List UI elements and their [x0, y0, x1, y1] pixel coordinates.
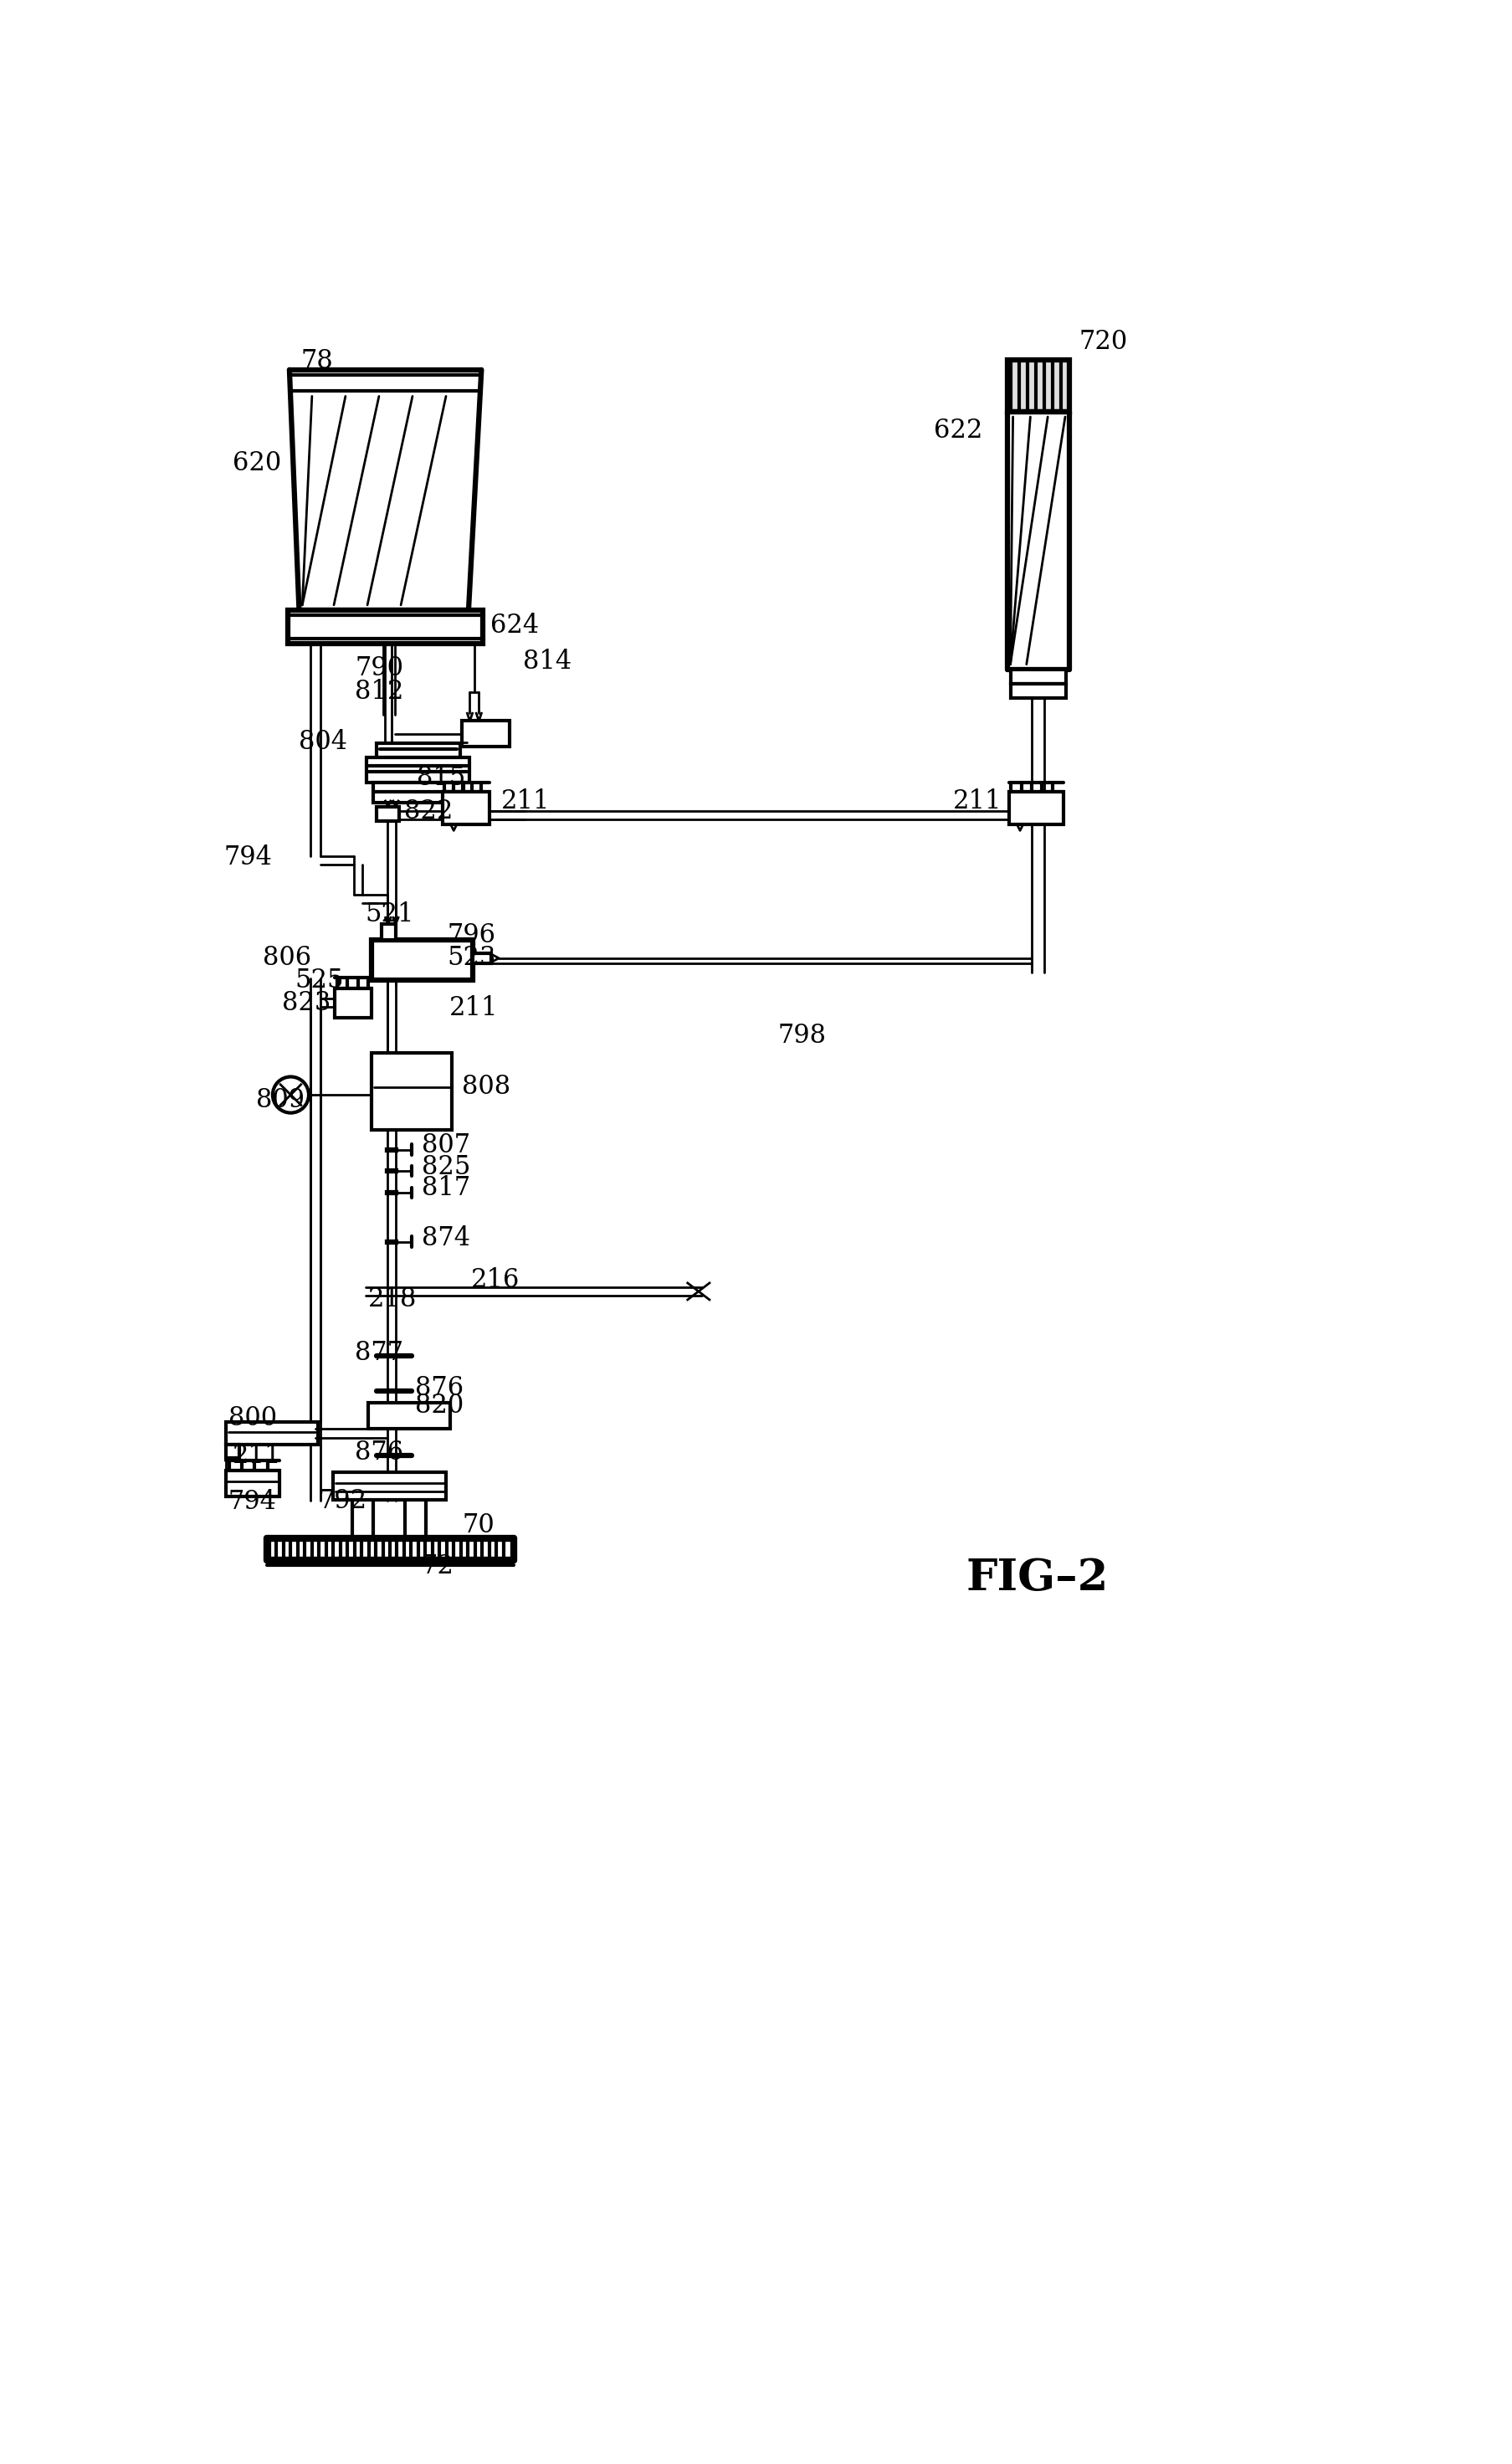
Bar — [376, 744, 460, 759]
Text: 794: 794 — [224, 845, 272, 870]
Text: 720: 720 — [1078, 330, 1128, 355]
Text: 211: 211 — [500, 788, 550, 816]
Text: 211: 211 — [449, 995, 497, 1020]
Bar — [372, 1052, 452, 1131]
Text: 814: 814 — [523, 648, 572, 675]
Bar — [372, 941, 473, 981]
Text: 876: 876 — [355, 1439, 404, 1466]
Text: 796: 796 — [448, 922, 496, 949]
Text: 790: 790 — [355, 655, 404, 680]
Bar — [227, 1444, 239, 1459]
Bar — [1012, 683, 1066, 697]
Bar — [334, 988, 372, 1018]
Text: 820: 820 — [416, 1392, 464, 1419]
Bar — [289, 611, 482, 643]
Bar — [1009, 360, 1069, 411]
Bar — [381, 924, 396, 941]
Text: 521: 521 — [366, 902, 414, 926]
Text: 815: 815 — [417, 764, 466, 791]
Text: 72: 72 — [422, 1555, 454, 1579]
Text: 817: 817 — [422, 1175, 470, 1202]
Text: 808: 808 — [463, 1074, 511, 1099]
Bar — [373, 781, 463, 803]
Text: 622: 622 — [934, 419, 983, 444]
Bar — [367, 759, 470, 781]
Text: 877: 877 — [355, 1340, 404, 1365]
Bar — [367, 1402, 451, 1429]
Text: 804: 804 — [299, 729, 348, 754]
Text: 822: 822 — [404, 798, 454, 825]
Text: 874: 874 — [422, 1225, 470, 1252]
Bar — [443, 791, 490, 823]
Bar — [227, 1471, 280, 1496]
Text: 809: 809 — [256, 1087, 304, 1114]
Bar — [333, 1471, 446, 1501]
Text: 823: 823 — [281, 991, 331, 1015]
Text: 624: 624 — [490, 614, 540, 638]
Text: 806: 806 — [263, 946, 311, 971]
Bar — [473, 954, 491, 963]
Text: 525: 525 — [295, 968, 343, 993]
Bar — [1012, 670, 1066, 683]
Bar — [227, 1422, 318, 1444]
Text: 800: 800 — [228, 1404, 277, 1432]
Text: 812: 812 — [355, 680, 404, 705]
Text: 78: 78 — [301, 347, 334, 375]
Text: 216: 216 — [472, 1266, 520, 1294]
Text: 807: 807 — [422, 1131, 470, 1158]
Bar — [463, 722, 510, 747]
Bar — [376, 806, 399, 821]
Text: 794: 794 — [228, 1488, 277, 1515]
Text: 798: 798 — [777, 1023, 827, 1050]
Text: 211: 211 — [233, 1444, 281, 1469]
Text: 876: 876 — [416, 1375, 464, 1402]
Bar — [1009, 791, 1064, 823]
Text: 523: 523 — [448, 946, 496, 971]
Text: 211: 211 — [953, 788, 1002, 816]
Text: 620: 620 — [233, 451, 281, 476]
Text: FIG–2: FIG–2 — [966, 1557, 1108, 1599]
Text: 792: 792 — [319, 1488, 367, 1513]
Text: 70: 70 — [463, 1513, 494, 1538]
Text: 825: 825 — [422, 1153, 470, 1180]
Text: 218: 218 — [367, 1286, 417, 1313]
